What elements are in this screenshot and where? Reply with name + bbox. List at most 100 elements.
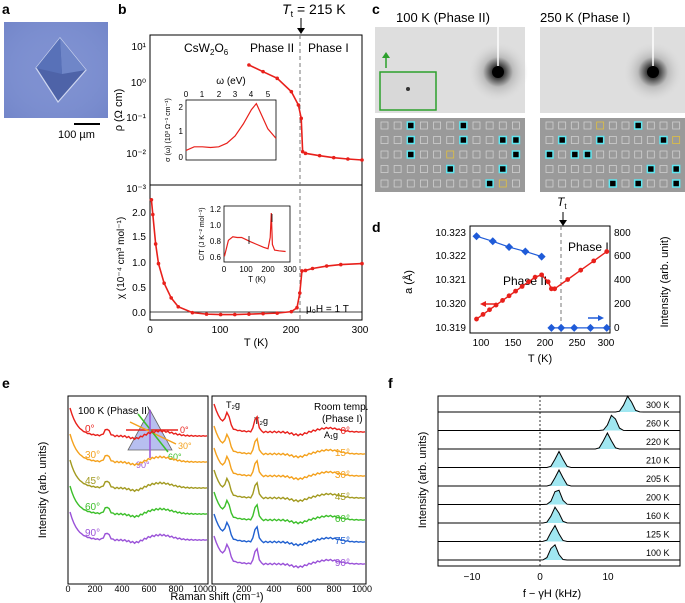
lattice-spot [446, 121, 455, 130]
lattice-spot [659, 179, 668, 188]
rho-point [296, 103, 301, 107]
chi-point [310, 266, 315, 271]
ct-inset-x-ticks: 0 100 200 300 [222, 265, 297, 274]
panel-letter-a: a [2, 1, 10, 17]
raman-left-angle-label: 60° [85, 502, 100, 513]
e-left-title: 100 K (Phase II) [78, 406, 150, 417]
nmr-spectrum-fill [438, 415, 680, 431]
lattice-spot [433, 165, 441, 173]
nmr-spectrum-fill [438, 490, 680, 505]
nmr-spectrum-line [438, 506, 680, 524]
lattice-spot [558, 121, 567, 130]
svg-text:300: 300 [598, 338, 615, 349]
lattice-spot [558, 179, 567, 188]
lattice-spot [659, 150, 668, 159]
lattice-spot [596, 121, 605, 130]
lattice-spot [646, 179, 655, 188]
chi-point [275, 311, 280, 315]
svg-text:1.5: 1.5 [132, 232, 146, 243]
f-plot-frame [437, 395, 681, 567]
lattice-spot [621, 121, 630, 130]
panel-letter-e: e [2, 375, 10, 391]
lattice-spot [633, 179, 643, 188]
chi-point [176, 304, 181, 309]
lattice-spot [512, 165, 520, 173]
nmr-spectrum-line [438, 489, 680, 505]
nmr-temperature-label: 160 K [646, 511, 670, 521]
nmr-spectrum-line [438, 414, 680, 431]
nmr-temperature-label: 260 K [646, 419, 670, 429]
nmr-spectrum-line [438, 468, 680, 487]
lattice-spot [621, 150, 630, 159]
xray-image-right [540, 27, 685, 113]
lattice-spot [570, 121, 579, 130]
lattice-spot [511, 150, 521, 159]
lattice-spot [393, 150, 402, 159]
lattice-spot [433, 150, 441, 159]
lattice-spot [498, 121, 507, 130]
d-x-ticks: 100 150 200 250 300 [473, 338, 615, 349]
f-x-label: f − γH (kHz) [523, 588, 581, 600]
nmr-spectrum-fill [438, 433, 680, 449]
nmr-spectrum-line [438, 543, 680, 561]
lattice-spot [545, 136, 554, 144]
chi-point [295, 305, 299, 310]
lattice-spot [558, 165, 567, 173]
raman-left-angle-label: 90° [85, 528, 100, 539]
lattice-spot [459, 165, 468, 173]
raman-left-spectrum [69, 433, 208, 467]
lattice-spot [433, 121, 441, 130]
ct-inset-y-ticks: 1.2 1.0 0.8 0.6 [210, 205, 222, 262]
svg-text:0: 0 [211, 584, 216, 594]
raman-right-spectrum [213, 469, 366, 503]
svg-text:0: 0 [614, 323, 620, 334]
nmr-temperature-label: 200 K [646, 493, 670, 503]
svg-text:10¹: 10¹ [132, 42, 147, 53]
chi-point [156, 261, 161, 266]
raman-right-angle-label: 30° [335, 470, 350, 481]
sigma-series-line [185, 102, 277, 151]
chi-point [169, 296, 173, 300]
lattice-spot [420, 136, 428, 144]
d-x-label: T (K) [528, 353, 552, 365]
raman-right-angle-label: 45° [335, 492, 350, 503]
lattice-spot [511, 135, 521, 145]
lattice-spot [608, 179, 618, 188]
sigma-curve-layer [185, 102, 277, 151]
d-right-ylabel: Intensity (arb. unit) [659, 236, 671, 327]
rho-y-ticks: 10¹ 10⁰ 10⁻¹ 10⁻² 10⁻³ [126, 42, 146, 195]
lattice-spot [621, 136, 630, 144]
tt-arrowhead [297, 28, 305, 34]
d-plot-frame [469, 225, 611, 334]
intensity-point [488, 237, 497, 246]
c-left-title: 100 K (Phase II) [396, 10, 490, 25]
crystal-photo [4, 22, 108, 118]
lattice-spot [393, 165, 402, 173]
nmr-spectrum-line [438, 450, 680, 468]
raman-right-angle-label: 15° [335, 448, 350, 459]
rho-point [346, 157, 350, 161]
lattice-spot [472, 136, 481, 144]
svg-text:−10: −10 [464, 572, 481, 583]
svg-text:0: 0 [184, 90, 189, 99]
lattice-point [565, 277, 571, 282]
svg-text:400: 400 [614, 275, 631, 286]
lattice-spot [472, 121, 481, 130]
chi-point [360, 261, 364, 266]
svg-text:300: 300 [352, 325, 369, 336]
chi-point [300, 269, 304, 273]
lattice-spot [671, 179, 681, 188]
lattice-spot [659, 165, 668, 173]
nmr-spectrum-fill [438, 544, 680, 560]
b-x-label: T (K) [244, 337, 268, 349]
tt-annotation: Tt = 215 K [282, 1, 346, 19]
panel-letter-c: c [372, 1, 380, 17]
chi-point [218, 312, 223, 317]
nmr-spectrum-fill [438, 451, 680, 468]
e-right-title-1: Room temp. [314, 402, 368, 413]
lattice-spot [583, 165, 592, 173]
lattice-spot [420, 179, 428, 188]
chi-y-ticks: 2.0 1.5 1.0 0.5 0.0 [132, 208, 146, 319]
lattice-point [519, 284, 525, 289]
